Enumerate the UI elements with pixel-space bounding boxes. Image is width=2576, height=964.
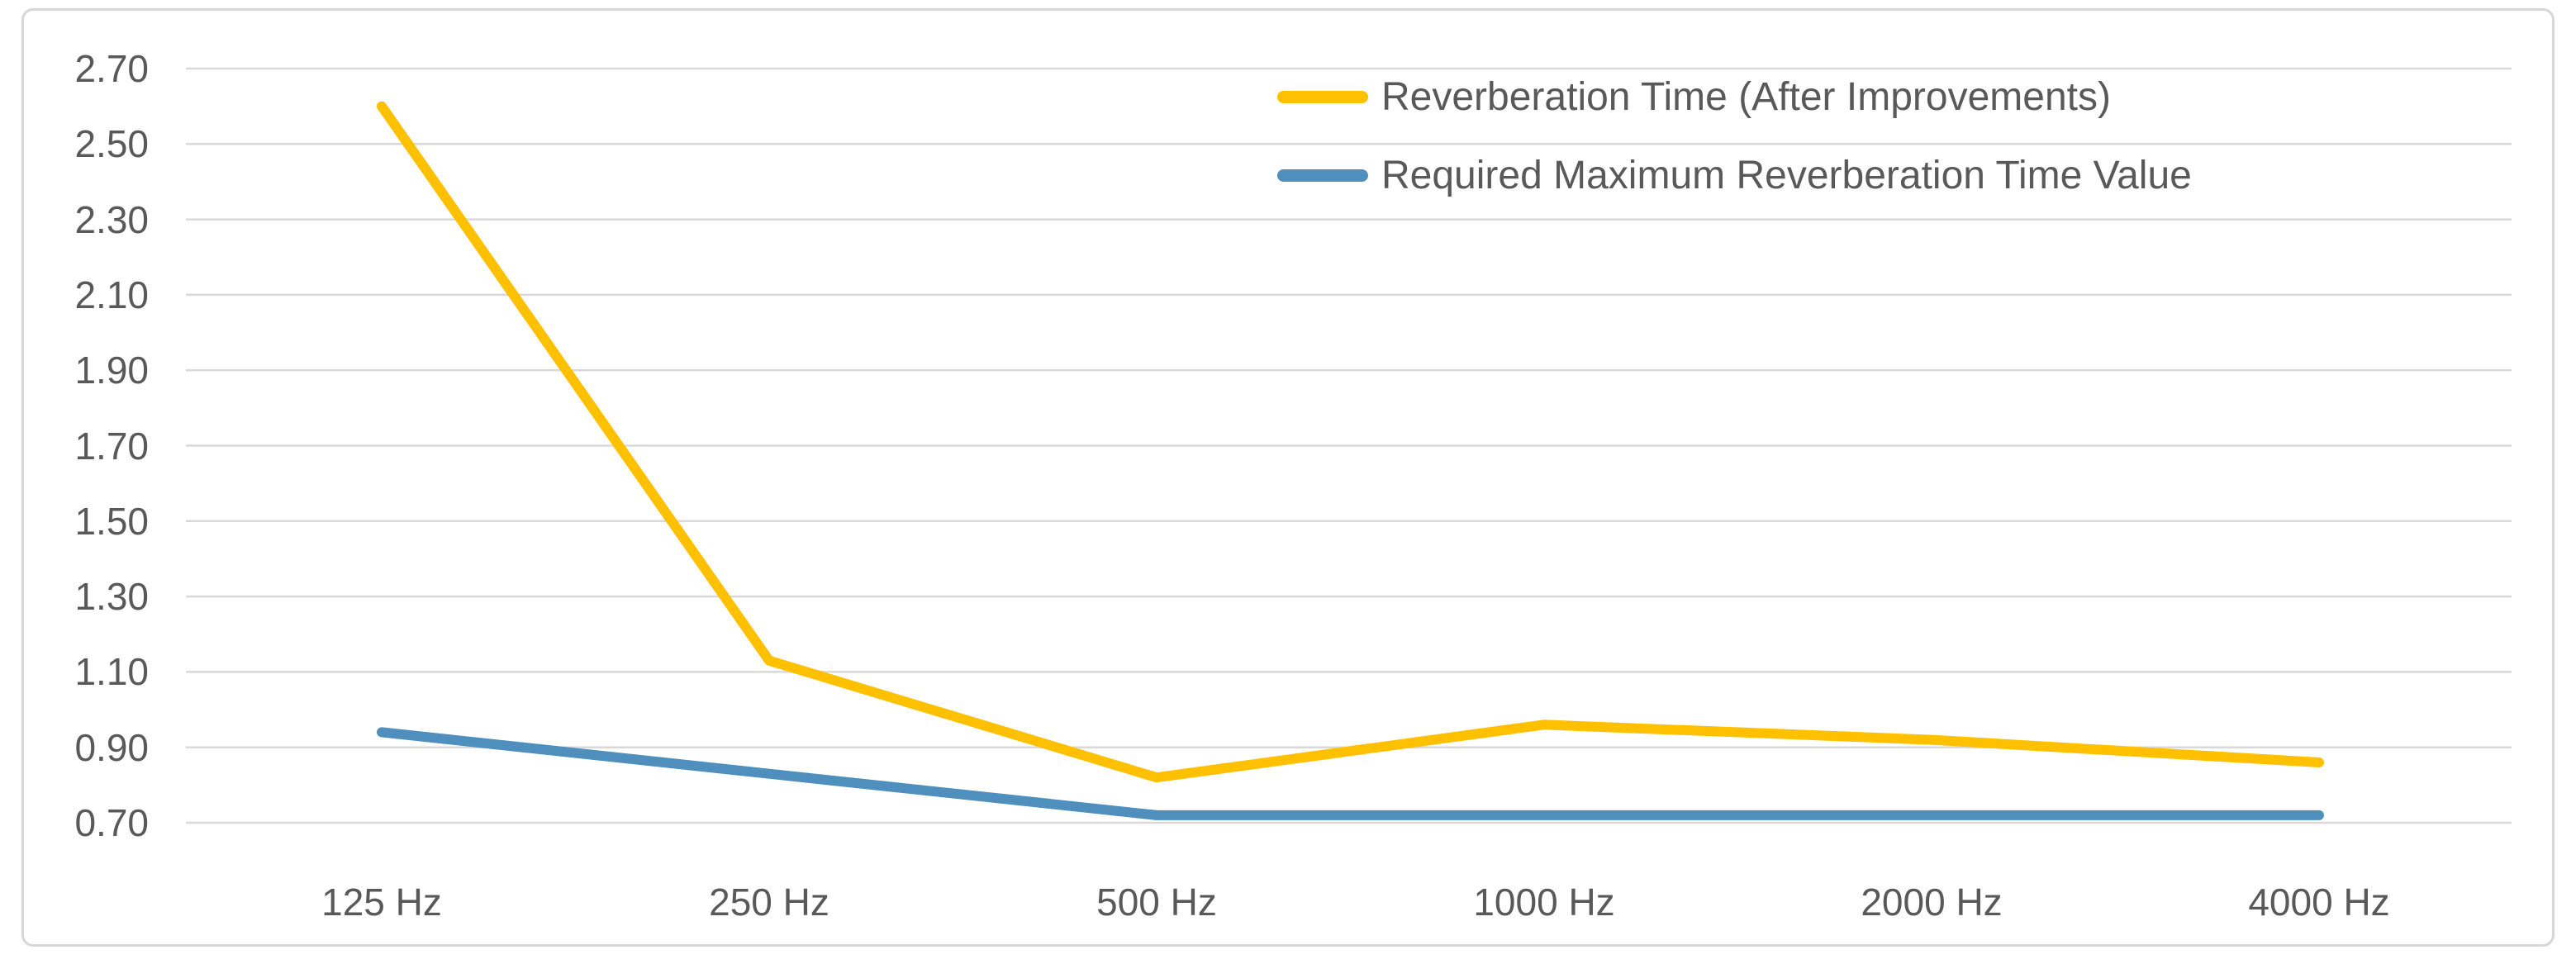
legend-swatch-series-0 (1277, 91, 1368, 103)
series-line-1 (377, 727, 2324, 820)
legend-label-series-0: Reverberation Time (After Improvements) (1381, 75, 2111, 119)
y-tick-label: 0.90 (74, 725, 149, 769)
y-tick-label: 1.70 (74, 424, 149, 468)
chart-area-border (21, 8, 2555, 947)
y-tick-label: 1.10 (74, 650, 149, 694)
y-tick-label: 0.70 (74, 801, 149, 844)
x-tick-label: 1000 Hz (1473, 881, 1615, 924)
legend-label-series-1: Required Maximum Reverberation Time Valu… (1381, 154, 2192, 197)
legend: Reverberation Time (After Improvements) … (1277, 58, 2192, 215)
y-tick-label: 2.50 (74, 122, 149, 166)
y-tick-label: 2.30 (74, 197, 149, 241)
legend-swatch-series-1 (1277, 169, 1368, 182)
x-tick-label: 250 Hz (709, 881, 829, 924)
x-tick-label: 500 Hz (1096, 881, 1217, 924)
y-tick-label: 2.70 (74, 47, 149, 90)
legend-item: Reverberation Time (After Improvements) (1277, 58, 2192, 136)
y-tick-label: 1.50 (74, 499, 149, 543)
y-tick-label: 1.30 (74, 575, 149, 619)
x-tick-label: 4000 Hz (2248, 881, 2390, 924)
y-tick-label: 2.10 (74, 273, 149, 316)
y-tick-label: 1.90 (74, 349, 149, 392)
x-tick-label: 125 Hz (321, 881, 442, 924)
series-line-0 (377, 101, 2324, 783)
legend-item: Required Maximum Reverberation Time Valu… (1277, 136, 2192, 215)
x-tick-label: 2000 Hz (1861, 881, 2003, 924)
